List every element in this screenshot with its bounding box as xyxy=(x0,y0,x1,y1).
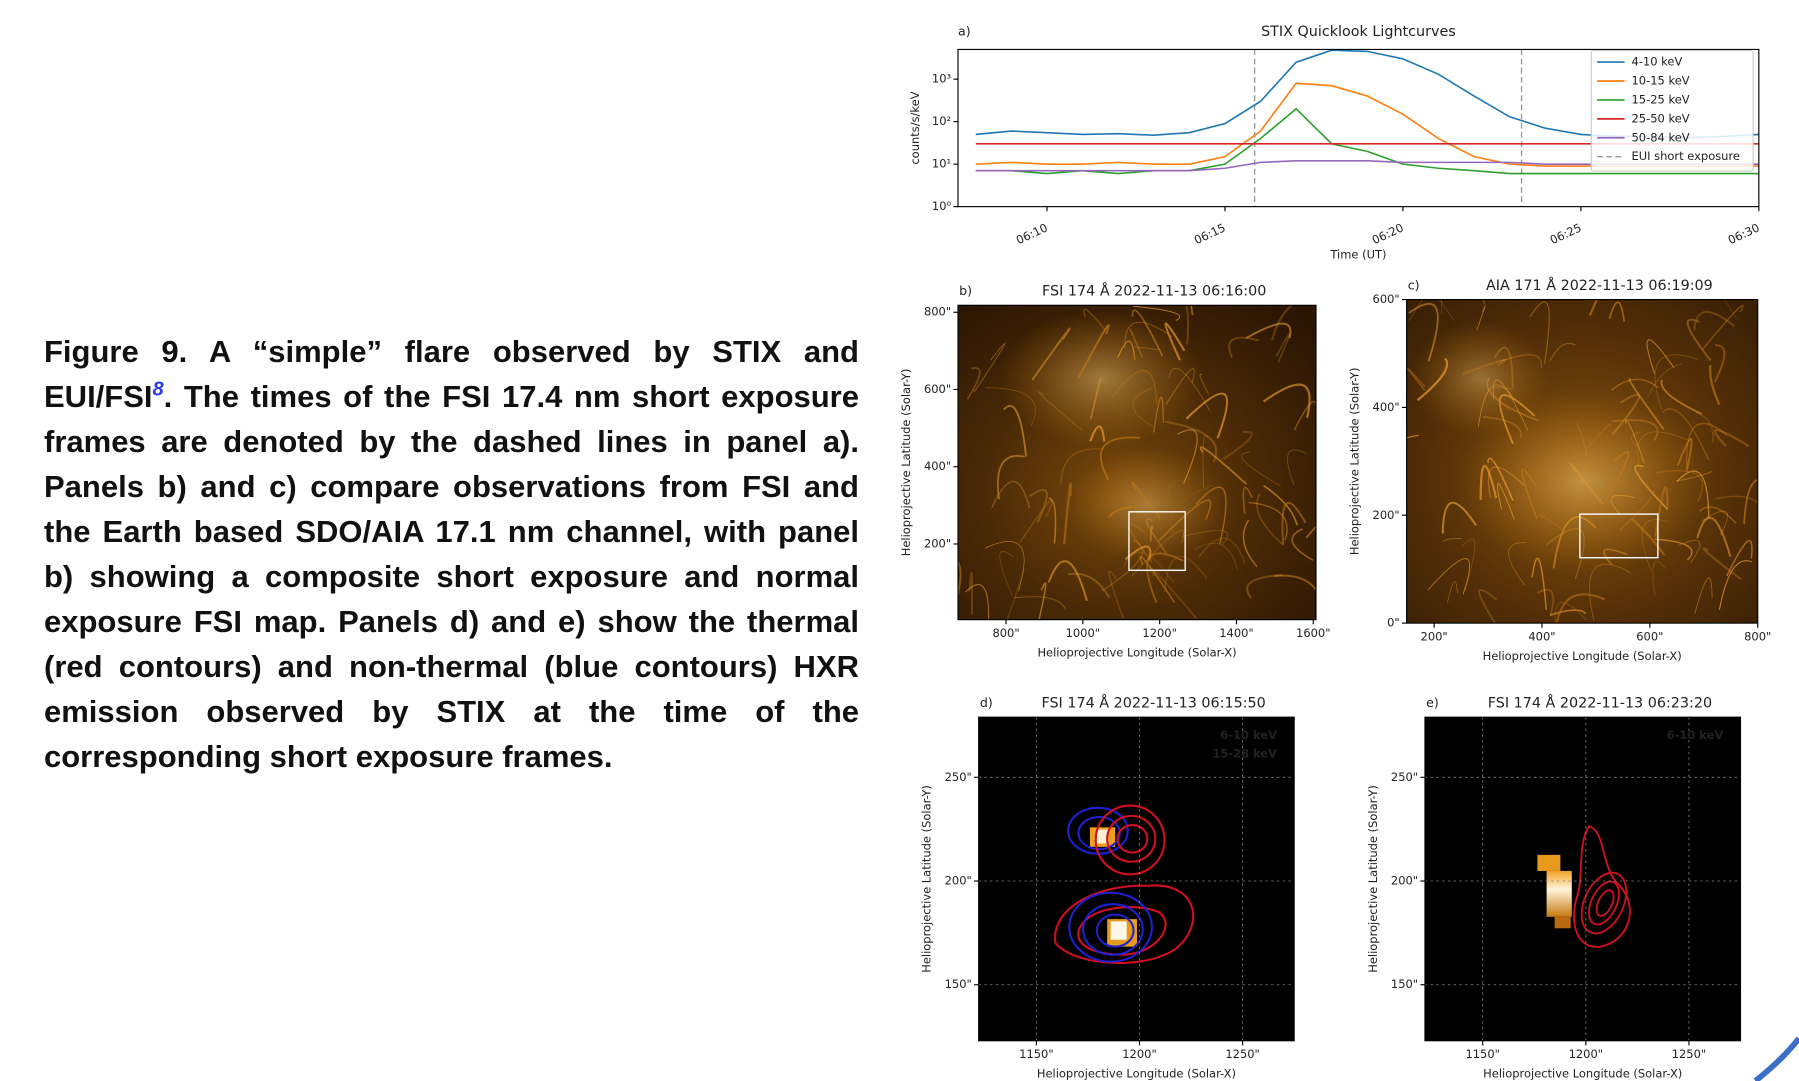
legend-label: 10-15 keV xyxy=(1631,73,1689,87)
page: { "caption": { "text_before": "Figure 9.… xyxy=(0,0,1799,1081)
x-axis-label: Time (UT) xyxy=(1329,247,1386,261)
x-axis-label: Helioprojective Longitude (Solar-X) xyxy=(1483,649,1682,663)
legend-label: EUI short exposure xyxy=(1631,149,1740,163)
x-tick-label: 800" xyxy=(1744,629,1771,643)
y-tick-label: 600" xyxy=(924,382,951,396)
y-axis-label: Helioprojective Latitude (Solar-Y) xyxy=(1347,368,1361,556)
contour-legend: 15-28 keV xyxy=(1212,746,1277,760)
panel-label: a) xyxy=(958,24,971,39)
y-tick-label: 800" xyxy=(924,305,951,319)
panel-label: d) xyxy=(980,695,993,710)
x-tick-label: 1600" xyxy=(1296,626,1330,640)
x-tick-label: 1000" xyxy=(1066,626,1100,640)
slide-decoration xyxy=(1755,1038,1799,1080)
panel-label: b) xyxy=(959,283,972,298)
y-tick-label: 150" xyxy=(945,977,972,991)
fsi-zoom-image xyxy=(979,717,1295,1041)
x-tick-label: 1250" xyxy=(1225,1047,1259,1061)
panel-title: AIA 171 Å 2022-11-13 06:19:09 xyxy=(1486,277,1713,294)
y-tick-label: 0" xyxy=(1387,616,1400,630)
x-tick-label: 400" xyxy=(1528,629,1555,643)
x-tick-label: 06:10 xyxy=(1014,220,1050,247)
x-tick-label: 06:15 xyxy=(1192,220,1228,247)
x-tick-label: 1150" xyxy=(1019,1047,1053,1061)
panel-label: e) xyxy=(1426,695,1439,710)
y-tick-label: 10³ xyxy=(932,72,952,86)
y-tick-label: 200" xyxy=(945,874,972,888)
fsi-zoom-image xyxy=(1425,717,1741,1041)
x-tick-label: 06:30 xyxy=(1726,220,1762,247)
y-axis-label: counts/s/keV xyxy=(908,91,922,164)
y-tick-label: 150" xyxy=(1391,977,1418,991)
y-tick-label: 600" xyxy=(1373,292,1400,306)
y-tick-label: 200" xyxy=(924,536,951,550)
y-tick-label: 400" xyxy=(1373,400,1400,414)
y-tick-label: 200" xyxy=(1373,508,1400,522)
legend-label: 4-10 keV xyxy=(1631,55,1682,69)
legend-label: 50-84 keV xyxy=(1631,130,1689,144)
contour-legend: 6-10 keV xyxy=(1220,728,1277,742)
y-tick-label: 200" xyxy=(1391,874,1418,888)
y-tick-label: 10¹ xyxy=(932,157,951,171)
panel-title: FSI 174 Å 2022-11-13 06:23:20 xyxy=(1488,694,1712,711)
x-axis-label: Helioprojective Longitude (Solar-X) xyxy=(1037,645,1236,659)
legend-label: 25-50 keV xyxy=(1631,111,1689,125)
x-axis-label: Helioprojective Longitude (Solar-X) xyxy=(1037,1067,1236,1081)
y-tick-label: 250" xyxy=(1391,770,1418,784)
x-tick-label: 200" xyxy=(1421,629,1448,643)
x-tick-label: 1200" xyxy=(1142,626,1176,640)
figure: a) STIX Quicklook Lightcurves counts/s/keV… xyxy=(0,0,1799,1081)
y-axis-label: Helioprojective Latitude (Solar-Y) xyxy=(899,369,913,557)
panel-title: FSI 174 Å 2022-11-13 06:15:50 xyxy=(1041,694,1265,711)
x-tick-label: 1400" xyxy=(1219,626,1253,640)
x-axis-label: Helioprojective Longitude (Solar-X) xyxy=(1483,1067,1682,1081)
y-axis-label: Helioprojective Latitude (Solar-Y) xyxy=(1366,785,1380,973)
x-tick-label: 06:20 xyxy=(1370,220,1406,247)
x-tick-label: 1250" xyxy=(1672,1047,1706,1061)
x-tick-label: 600" xyxy=(1636,629,1663,643)
panel-title: FSI 174 Å 2022-11-13 06:16:00 xyxy=(1042,283,1266,300)
panel-label: c) xyxy=(1408,277,1420,292)
chart-title: STIX Quicklook Lightcurves xyxy=(1261,24,1456,40)
x-tick-label: 1150" xyxy=(1465,1047,1499,1061)
coronal-loop xyxy=(936,558,960,594)
contour-legend: 6-10 keV xyxy=(1667,728,1724,742)
x-tick-label: 800" xyxy=(992,626,1019,640)
y-tick-label: 250" xyxy=(945,770,972,784)
y-tick-label: 10² xyxy=(932,114,951,128)
y-axis-label: Helioprojective Latitude (Solar-Y) xyxy=(920,785,934,973)
x-tick-label: 1200" xyxy=(1122,1047,1156,1061)
y-tick-label: 10⁰ xyxy=(932,199,952,213)
y-tick-label: 400" xyxy=(924,459,951,473)
x-tick-label: 1200" xyxy=(1569,1047,1603,1061)
legend-label: 15-25 keV xyxy=(1631,92,1689,106)
x-tick-label: 06:25 xyxy=(1548,220,1584,247)
